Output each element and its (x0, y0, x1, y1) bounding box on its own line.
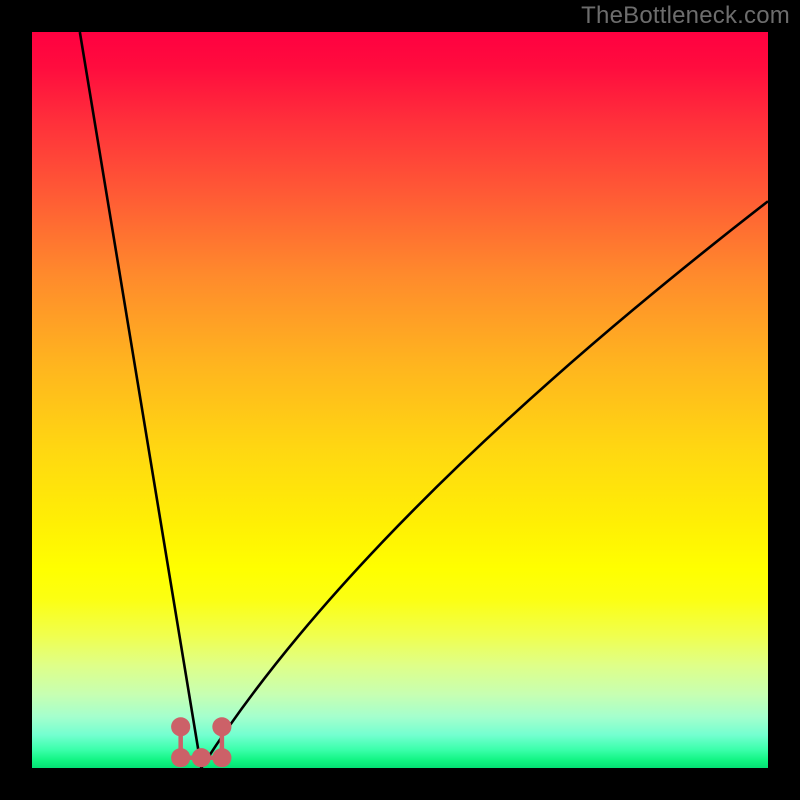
chart-frame: TheBottleneck.com (0, 0, 800, 800)
bottleneck-chart (32, 32, 768, 768)
plot-area (32, 32, 768, 768)
gradient-background (32, 32, 768, 768)
watermark-text: TheBottleneck.com (581, 2, 790, 30)
